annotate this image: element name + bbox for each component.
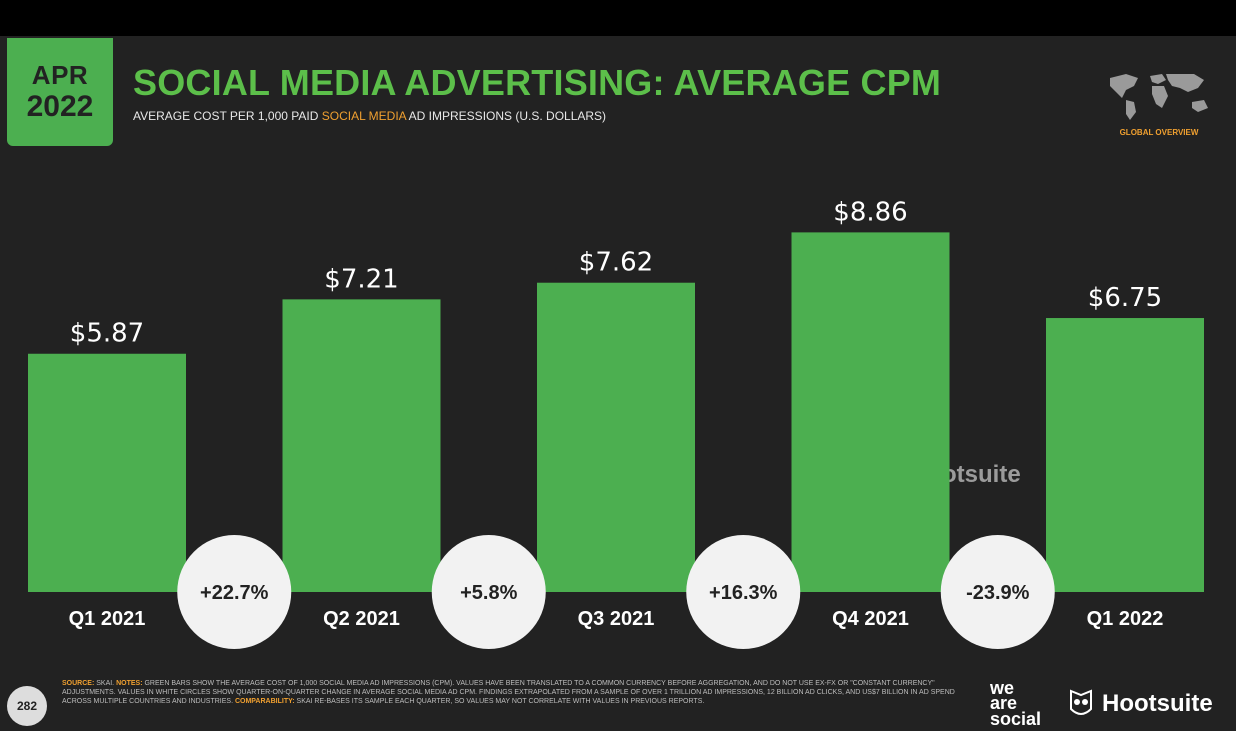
source-key: SOURCE: [62,680,95,687]
comparability-text: SKAI RE-BASES ITS SAMPLE EACH QUARTER, S… [294,698,705,706]
value-label: $8.86 [833,197,907,227]
page-title: SOCIAL MEDIA ADVERTISING: AVERAGE CPM [133,62,942,103]
world-map-icon [1110,74,1208,120]
category-label: Q2 2021 [323,608,400,630]
change-label: +22.7% [200,582,269,604]
date-badge: APR 2022 [7,38,113,146]
value-label: $6.75 [1088,283,1162,313]
subtitle-pre: AVERAGE COST PER 1,000 PAID [133,109,322,123]
notes-key: NOTES: [116,680,143,687]
page-number: 282 [7,686,47,726]
notes-text: GREEN BARS SHOW THE AVERAGE COST OF 1,00… [62,680,955,706]
owl-icon [1070,689,1092,715]
badge-month: APR [31,60,89,90]
category-label: Q1 2022 [1087,608,1164,630]
value-label: $5.87 [70,319,144,349]
subtitle-post: AD IMPRESSIONS (U.S. DOLLARS) [406,109,607,123]
section-label: GLOBAL OVERVIEW [1119,128,1199,137]
logo-social: social [990,708,1042,729]
value-label: $7.62 [579,248,653,278]
logo-we: we [990,678,1015,698]
category-label: Q4 2021 [832,608,909,630]
source-text: SKAI. [94,680,117,687]
footer-notes: SOURCE: SKAI. NOTES: GREEN BARS SHOW THE… [62,679,962,706]
change-circle [940,535,1055,649]
change-circle [431,535,546,649]
bar-q3-2021 [537,282,695,592]
category-label: Q3 2021 [578,608,655,630]
badge-year: 2022 [26,90,94,123]
bar-q2-2021 [282,299,441,592]
subtitle-highlight: SOCIAL MEDIA [321,109,406,123]
bar-q4-2021 [791,232,950,592]
change-circle [686,535,801,649]
bar-q1-2021 [28,353,186,592]
category-label: Q1 2021 [69,608,146,630]
change-circle [177,535,292,649]
value-label: $7.21 [324,264,398,294]
change-label: +5.8% [460,582,517,604]
logo-hootsuite: Hootsuite [1068,686,1213,722]
bar-q1-2022 [1046,318,1204,592]
logo-wearesocial: we are social [990,678,1042,729]
logo-hootsuite-text: Hootsuite [1102,690,1213,717]
change-label: -23.9% [966,582,1030,604]
page-subtitle: AVERAGE COST PER 1,000 PAID SOCIAL MEDIA… [133,109,606,123]
logo-are: are [990,693,1018,714]
comparability-key: COMPARABILITY: [234,698,295,706]
change-label: +16.3% [709,582,778,604]
